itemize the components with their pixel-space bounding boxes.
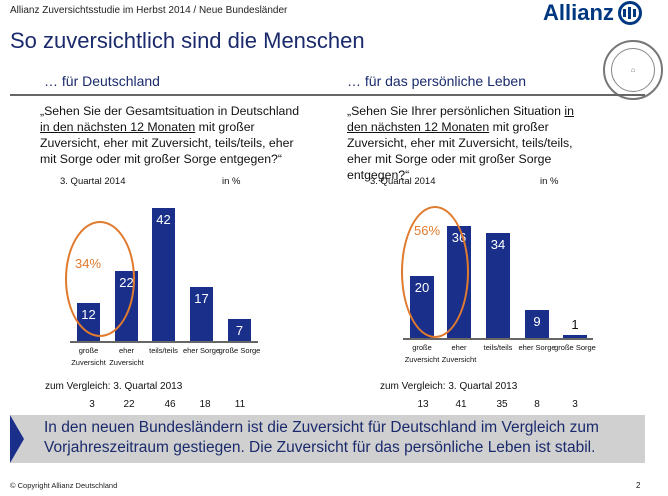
allianz-logo: Allianz: [543, 0, 642, 26]
comparison-value: 22: [123, 399, 135, 410]
question-text: mit großer Zuversicht, eher mit Zuversic…: [40, 120, 294, 166]
category-label: große Zuversicht: [71, 346, 106, 367]
comparison-value: 35: [496, 399, 508, 410]
x-axis: [70, 341, 258, 343]
left-question: „Sehen Sie der Gesamtsituation in Deutsc…: [40, 103, 300, 167]
question-underlined: in den nächsten 12 Monaten: [347, 104, 574, 134]
bar: [228, 318, 251, 341]
category-label: große Sorge: [554, 343, 596, 352]
category-label: eher Zuversicht: [441, 343, 477, 364]
chart-unit: in %: [222, 176, 241, 187]
chevron-right-icon: [10, 415, 24, 463]
category-label: große Sorge: [218, 346, 261, 355]
right-question: „Sehen Sie Ihrer persönlichen Situation …: [347, 103, 597, 183]
data-label: 42: [156, 211, 171, 227]
category-label: große Zuversicht: [404, 343, 440, 364]
allianz-eagle-icon: [617, 1, 642, 25]
left-subtitle: … für Deutschland: [44, 73, 160, 89]
comparison-value: 3: [89, 399, 95, 410]
bar: [152, 207, 175, 341]
x-axis: [403, 338, 593, 340]
question-underlined: in den nächsten 12 Monaten: [40, 120, 196, 134]
data-label: 1: [571, 316, 579, 332]
category-label: teils/teils: [483, 343, 513, 352]
bar: [563, 334, 587, 338]
logo-text: Allianz: [543, 0, 614, 25]
chart-period: 3. Quartal 2014: [370, 176, 436, 187]
category-label: teils/teils: [149, 346, 178, 355]
comparison-value: 8: [534, 399, 540, 410]
bar: [190, 287, 213, 341]
comparison-label: zum Vergleich: 3. Quartal 2013: [45, 381, 183, 392]
conclusion-banner: [10, 415, 645, 463]
comparison-value: 46: [164, 399, 176, 410]
comparison-label: zum Vergleich: 3. Quartal 2013: [380, 381, 518, 392]
comparison-value: 41: [455, 399, 467, 410]
category-label: eher Sorge: [518, 343, 556, 352]
chart-unit: in %: [540, 176, 559, 187]
highlight-ellipse: [65, 221, 135, 337]
category-label: eher Sorge: [182, 346, 221, 355]
page-number: 2: [636, 481, 641, 490]
question-text: mit großer Zuversicht, eher mit Zuversic…: [347, 120, 573, 182]
data-label: 9: [533, 314, 541, 330]
comparison-value: 13: [417, 399, 429, 410]
right-subtitle: … für das persönliche Leben: [347, 73, 526, 89]
divider: [10, 94, 645, 96]
data-label: 17: [194, 291, 209, 307]
bar: [486, 232, 510, 338]
question-text: „Sehen Sie der Gesamtsituation in Deutsc…: [40, 104, 300, 118]
data-label: 34: [490, 236, 506, 252]
university-seal: ⌂: [603, 40, 663, 100]
highlight-ellipse: [401, 206, 469, 338]
question-text: „Sehen Sie Ihrer persönlichen Situation: [347, 104, 565, 118]
conclusion-text: In den neuen Bundesländern ist die Zuver…: [44, 419, 599, 456]
page-title: So zuversichtlich sind die Menschen: [10, 28, 365, 53]
presentation-topline: Allianz Zuversichtsstudie im Herbst 2014…: [10, 5, 288, 16]
comparison-value: 11: [234, 399, 246, 410]
copyright: © Copyright Allianz Deutschland: [10, 481, 118, 490]
seal-inner: ⌂: [611, 48, 655, 92]
chart-period: 3. Quartal 2014: [60, 176, 126, 187]
bar: [525, 310, 549, 338]
comparison-value: 18: [199, 399, 211, 410]
data-label: 7: [235, 322, 244, 338]
category-label: eher Zuversicht: [109, 346, 144, 367]
comparison-value: 3: [572, 399, 578, 410]
